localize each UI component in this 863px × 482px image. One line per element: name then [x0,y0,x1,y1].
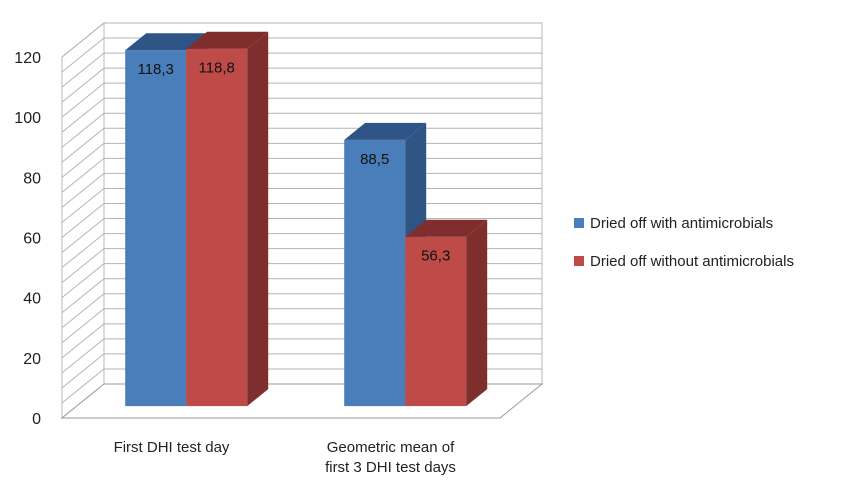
y-tick-label: 80 [23,170,41,187]
legend-label-without-antimicrobials: Dried off without antimicrobials [590,252,794,270]
y-tick-label: 20 [23,351,41,368]
category-label: First DHI test day [114,439,230,456]
gridline [61,67,542,103]
bar-side-c0-s1 [247,31,269,407]
data-label-c0-s0: 118,3 [137,61,173,78]
gridline [61,52,542,88]
bar-top-c0-s0 [125,33,208,51]
data-label-c0-s1: 118,8 [198,60,234,77]
legend-item-without-antimicrobials: Dried off without antimicrobials [574,250,863,272]
bar-front-c0-s1 [186,48,248,407]
y-tick-label: 0 [32,411,41,428]
data-label-c1-s1: 56,3 [421,248,450,265]
bar-top-c1-s0 [344,122,427,140]
legend-item-with-antimicrobials: Dried off with antimicrobials [574,212,863,234]
legend-label-with-antimicrobials: Dried off with antimicrobials [590,214,774,232]
bar-front-c0-s0 [125,50,187,407]
bar-side-c1-s1 [466,219,488,407]
bar-front-c1-s1 [405,236,467,407]
data-label-c1-s0: 88,5 [360,151,389,168]
bar-top-c1-s1 [405,219,488,237]
gridline [61,112,542,148]
gridline [61,37,542,73]
category-label: Geometric mean of [327,439,455,456]
category-label: first 3 DHI test days [325,459,456,476]
y-tick-label: 100 [14,110,41,127]
y-tick-label: 40 [23,291,41,308]
legend-swatch-with-antimicrobials [574,218,584,228]
gridline [61,97,542,133]
legend-swatch-without-antimicrobials [574,256,584,266]
gridline [61,22,542,58]
y-tick-label: 60 [23,231,41,248]
legend: Dried off with antimicrobials Dried off … [574,212,863,288]
bar-front-c1-s0 [344,139,406,407]
bar-top-c0-s1 [186,31,269,49]
y-tick-label: 120 [14,50,41,67]
gridline [61,82,542,118]
